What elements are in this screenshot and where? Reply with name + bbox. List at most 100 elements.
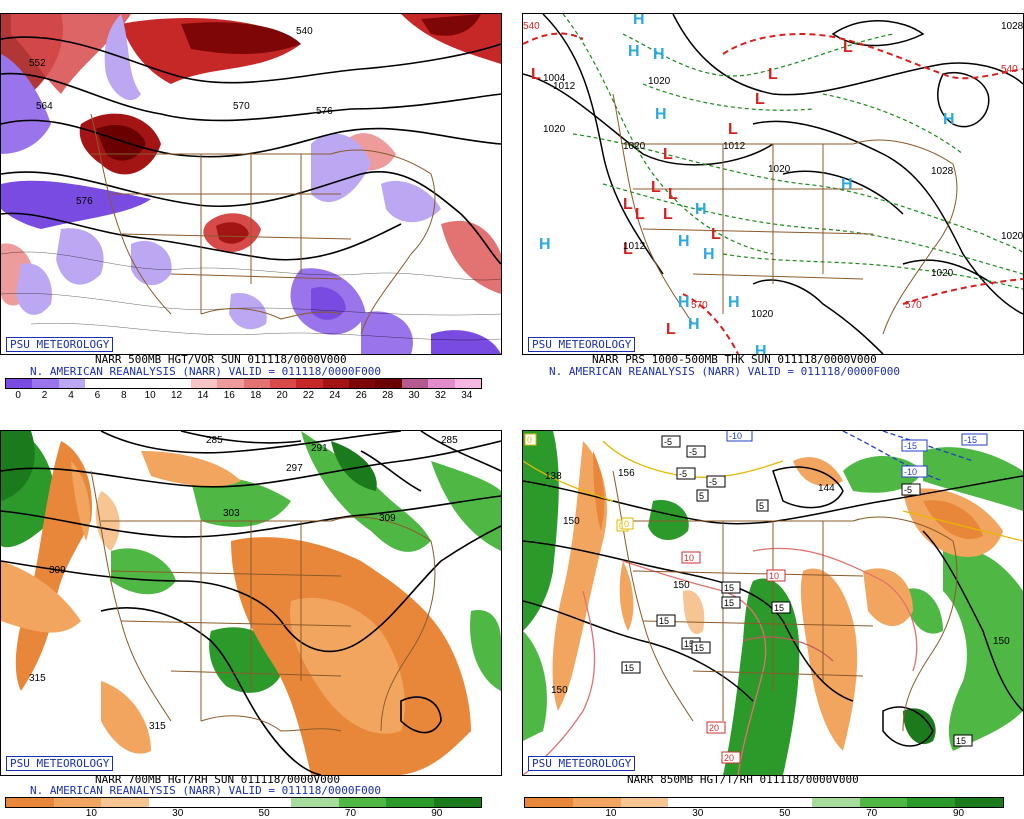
temperature-label-box bbox=[686, 445, 706, 458]
colorbar-tick-label: 4 bbox=[68, 390, 74, 401]
contour-label: 564 bbox=[36, 101, 53, 112]
colorbar-segment bbox=[401, 379, 429, 388]
colorbar-segment bbox=[164, 379, 191, 388]
temperature-label: 10 bbox=[684, 553, 694, 563]
psu-logo: PSU METEOROLOGY bbox=[528, 756, 636, 771]
colorbar-tick-label: 70 bbox=[866, 808, 878, 819]
temperature-label-box bbox=[681, 551, 701, 564]
high-pressure-marker: H bbox=[943, 111, 955, 128]
colorbar-segment bbox=[620, 798, 669, 807]
panel-subtitle: N. AMERICAN REANALYSIS (NARR) VALID = 01… bbox=[30, 365, 381, 378]
panel-mslp-thickness: H H H H H H H H H H H H H H L L L L L bbox=[512, 0, 1024, 410]
isobar-label: 1020 bbox=[1001, 231, 1023, 242]
contour-label: 576 bbox=[316, 106, 333, 117]
high-pressure-marker: H bbox=[695, 201, 707, 218]
temperature-label: -5 bbox=[689, 447, 697, 457]
colorbar-segment bbox=[6, 798, 54, 807]
temperature-label: -5 bbox=[664, 437, 672, 447]
temperature-label-box bbox=[771, 601, 791, 614]
high-pressure-marker: H bbox=[755, 343, 767, 354]
colorbar-segment bbox=[32, 379, 59, 388]
high-pressure-marker: H bbox=[633, 14, 645, 28]
high-pressure-marker: H bbox=[678, 233, 690, 250]
isobar-label: 1020 bbox=[648, 76, 671, 87]
low-pressure-marker: L bbox=[663, 146, 673, 163]
colorbar-segment bbox=[386, 798, 434, 807]
colorbar-segment bbox=[668, 798, 717, 807]
temperature-label: -5 bbox=[709, 477, 717, 487]
colorbar-segment bbox=[269, 379, 297, 388]
temperature-label: 0 bbox=[624, 519, 629, 529]
colorbar-ticks: 0 2 4 6 8 10 12 14 16 18 20 22 24 26 28 30 32 34 bbox=[5, 390, 480, 402]
colorbar-segment bbox=[454, 379, 482, 388]
contour-label: 291 bbox=[311, 443, 328, 454]
isobar-label: 1020 bbox=[623, 141, 646, 152]
high-pressure-marker: H bbox=[655, 106, 667, 123]
thickness-label: 570 bbox=[905, 300, 922, 311]
panel-subtitle: N. AMERICAN REANALYSIS (NARR) VALID = 01… bbox=[549, 365, 900, 378]
colorbar-tick-label: 90 bbox=[431, 808, 443, 819]
isobar-label: 1020 bbox=[543, 124, 566, 135]
colorbar-segment bbox=[428, 379, 455, 388]
low-pressure-marker: L bbox=[623, 241, 633, 258]
colorbar-tick-label: 90 bbox=[952, 808, 965, 819]
vorticity-map: 552 564 576 540 570 576 bbox=[1, 14, 501, 354]
colorbar-tick-label: 16 bbox=[223, 390, 235, 401]
temperature-label: 15 bbox=[724, 583, 734, 593]
temp-rh-map: 138 156 150 144 150 150 150 -5-5-5-10-5-… bbox=[523, 431, 1023, 775]
temperature-label-box bbox=[621, 661, 641, 674]
colorbar-segment bbox=[58, 379, 86, 388]
temperature-label-box bbox=[901, 483, 921, 496]
temperature-label: 15 bbox=[694, 643, 704, 653]
isobar-label: 1020 bbox=[768, 164, 791, 175]
temperature-label-box bbox=[691, 641, 711, 654]
temperature-label-box bbox=[524, 433, 537, 446]
colorbar-segment bbox=[243, 798, 291, 807]
contour-label: 309 bbox=[49, 565, 66, 576]
colorbar-segment bbox=[525, 798, 573, 807]
low-pressure-marker: L bbox=[663, 206, 673, 223]
temperature-label: 15 bbox=[659, 616, 669, 626]
temperature-label-box bbox=[721, 581, 741, 594]
temperature-label-box bbox=[721, 596, 741, 609]
temperature-label-box bbox=[696, 489, 709, 502]
panel-850mb-hgt-t-rh: 138 156 150 144 150 150 150 -5 -5 -5 -10 -5-… bbox=[512, 410, 1024, 819]
panel-title: NARR 850MB HGT/T/RH 011118/0000V000 bbox=[627, 773, 859, 786]
rh-colorbar bbox=[5, 797, 482, 808]
colorbar-segment bbox=[811, 798, 860, 807]
map-500mb: 552 564 576 540 570 576 PSU METEOROLOGY bbox=[0, 13, 502, 355]
colorbar-tick-label: 18 bbox=[250, 390, 262, 401]
temperature-label: -5 bbox=[679, 469, 687, 479]
low-pressure-marker: L bbox=[635, 206, 645, 223]
vorticity-colorbar bbox=[5, 378, 482, 389]
low-pressure-marker: L bbox=[843, 39, 853, 56]
temperature-label-box bbox=[661, 435, 681, 448]
low-pressure-marker: L bbox=[711, 226, 721, 243]
contour-label: 156 bbox=[618, 468, 635, 479]
colorbar-tick-label: 28 bbox=[382, 390, 394, 401]
isobar-label: 1004 bbox=[543, 73, 566, 84]
contour-label: 297 bbox=[286, 463, 303, 474]
panel-title: NARR 500MB HGT/VOR SUN 011118/0000V000 bbox=[95, 353, 347, 366]
map-mslp: H H H H H H H H H H H H H H L L L L L bbox=[522, 13, 1024, 355]
colorbar-tick-label: 6 bbox=[94, 390, 101, 401]
isobar-label: 1012 bbox=[623, 241, 646, 252]
contour-label: 315 bbox=[29, 673, 46, 684]
colorbar-ticks: 10 30 50 70 90 bbox=[524, 808, 1002, 819]
colorbar-tick-label: 30 bbox=[172, 808, 184, 819]
contour-label: 285 bbox=[441, 435, 458, 446]
temperature-label: 15 bbox=[956, 736, 966, 746]
temperature-label: -10 bbox=[904, 467, 917, 477]
contour-label: 540 bbox=[296, 26, 313, 37]
colorbar-tick-label: 32 bbox=[434, 390, 446, 401]
panel-title: NARR 700MB HGT/RH SUN 011118/0000V000 bbox=[95, 773, 341, 786]
contour-label: 570 bbox=[233, 101, 250, 112]
colorbar-tick-label: 12 bbox=[170, 390, 183, 401]
contour-label: 315 bbox=[149, 721, 166, 732]
colorbar-segment bbox=[148, 798, 196, 807]
low-pressure-marker: L bbox=[755, 91, 765, 108]
map-700mb: 285 291 297 303 309 309 315 315 285 PSU … bbox=[0, 430, 502, 776]
colorbar-segment bbox=[349, 379, 376, 388]
panel-subtitle: N. AMERICAN REANALYSIS (NARR) VALID = 01… bbox=[30, 784, 381, 797]
colorbar-segment bbox=[716, 798, 764, 807]
